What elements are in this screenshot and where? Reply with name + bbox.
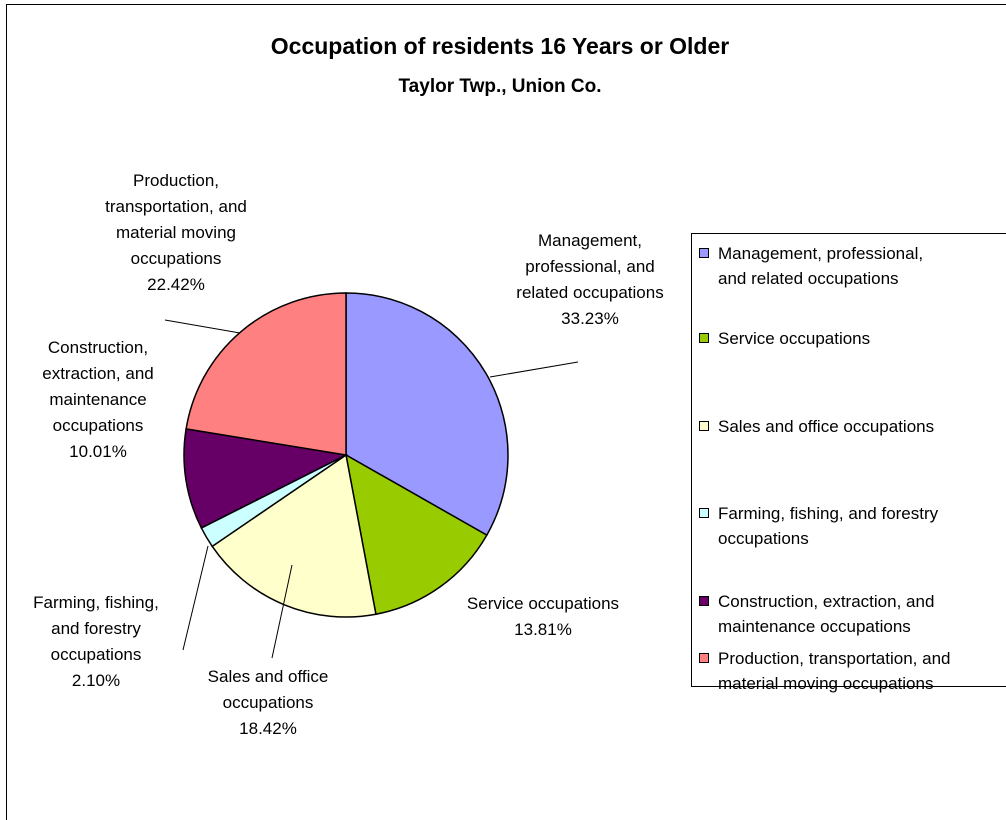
leader-line: [164, 319, 241, 334]
legend-swatch: [699, 653, 709, 663]
pie-slice: [183, 428, 349, 529]
legend-label: Construction, extraction, and maintenance…: [718, 592, 934, 636]
legend-box: [691, 233, 1006, 687]
legend-swatch: [699, 333, 709, 343]
legend-swatch: [699, 596, 709, 606]
legend-label: Sales and office occupations: [718, 417, 934, 436]
legend-label: Production, transportation, and material …: [718, 649, 950, 693]
legend-swatch: [699, 508, 709, 518]
data-label-value: 22.42%: [147, 275, 205, 294]
legend-label: Management, professional, and related occ…: [718, 244, 923, 288]
data-label-category: Production, transportation, and material m…: [105, 171, 247, 268]
leader-line: [182, 545, 209, 651]
leader-line: [489, 361, 579, 378]
pie-slice: [344, 453, 488, 616]
leader-line: [271, 564, 293, 659]
data-label-category: Sales and office occupations: [208, 667, 329, 712]
data-label-value: 2.10%: [72, 671, 120, 690]
pie-slice: [185, 292, 347, 456]
data-label-value: 33.23%: [561, 309, 619, 328]
data-label-value: 13.81%: [514, 620, 572, 639]
data-label-category: Farming, fishing, and forestry occupations: [33, 593, 159, 664]
data-label-category: Service occupations: [467, 594, 619, 613]
data-label-value: 10.01%: [69, 442, 127, 461]
data-label-category: Construction, extraction, and maintenance o…: [42, 338, 154, 435]
data-label-value: 18.42%: [239, 719, 297, 738]
legend-swatch: [699, 421, 709, 431]
legend-label: Service occupations: [718, 329, 870, 348]
legend-label: Farming, fishing, and forestry occupation…: [718, 504, 939, 548]
legend-swatch: [699, 248, 709, 258]
data-label-category: Management, professional, and related occu…: [516, 231, 663, 302]
chart-subtitle: Taylor Twp., Union Co.: [398, 76, 601, 97]
pie-slice: [345, 292, 509, 537]
chart-title: Occupation of residents 16 Years or Olde…: [271, 33, 730, 59]
